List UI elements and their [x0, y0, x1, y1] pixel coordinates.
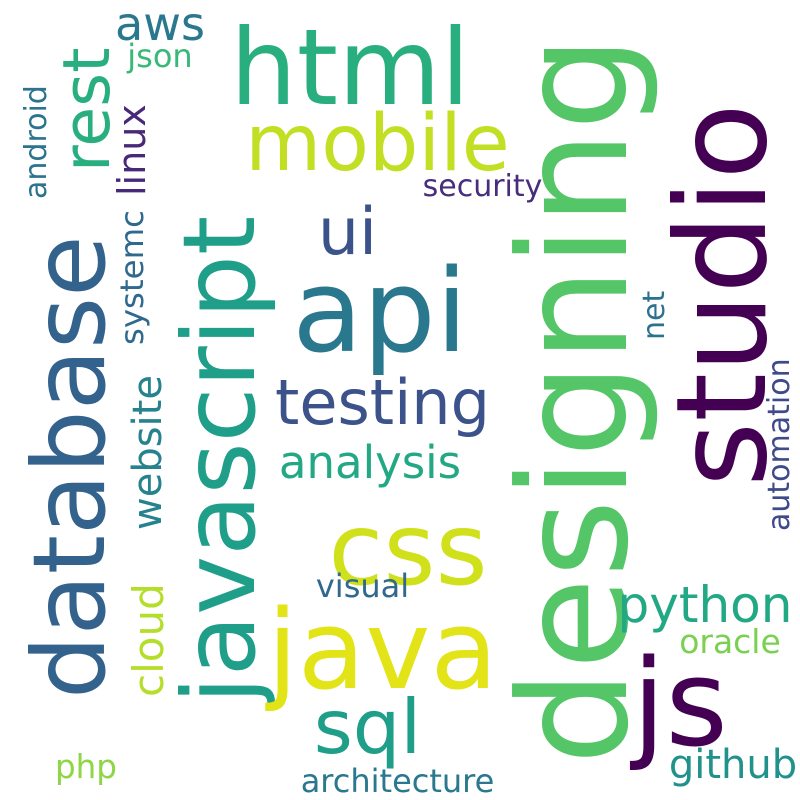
word-cloud-term: cloud — [124, 583, 173, 697]
word-json: json — [127, 37, 193, 75]
word-automation: automation — [762, 358, 797, 532]
word-js: js — [632, 635, 728, 774]
word-mobile: mobile — [245, 99, 510, 189]
word-designing: designing — [488, 35, 662, 765]
word-analysis: analysis — [278, 436, 462, 489]
word-database: database — [11, 235, 128, 700]
word-html: html — [230, 5, 470, 129]
word-python: python — [617, 576, 793, 634]
word-visual: visual — [315, 567, 410, 605]
word-website: website — [125, 375, 171, 530]
word-systemc: systemc — [112, 210, 151, 345]
word-javascript: javascript — [161, 215, 278, 705]
word-css: css — [328, 491, 488, 608]
word-api: api — [292, 245, 468, 379]
word-java: java — [267, 586, 498, 714]
word-github: github — [668, 742, 798, 788]
word-android: android — [19, 85, 54, 200]
word-php: php — [55, 748, 117, 787]
word-net: net — [637, 290, 672, 340]
word-security: security — [422, 169, 543, 204]
word-architecture: architecture — [300, 762, 495, 800]
word-ui: ui — [317, 195, 378, 270]
word-aws: aws — [115, 0, 205, 51]
word-sql: sql — [313, 683, 422, 771]
word-oracle: oracle — [679, 622, 781, 661]
word-testing: testing — [275, 366, 490, 439]
word-linux: linux — [110, 104, 154, 196]
